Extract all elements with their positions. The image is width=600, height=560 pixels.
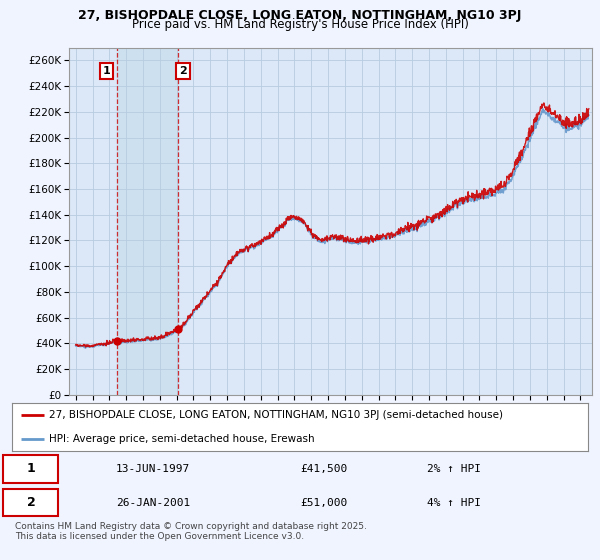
Text: 27, BISHOPDALE CLOSE, LONG EATON, NOTTINGHAM, NG10 3PJ (semi-detached house): 27, BISHOPDALE CLOSE, LONG EATON, NOTTIN…	[49, 410, 503, 420]
Text: £41,500: £41,500	[300, 464, 347, 474]
Text: £51,000: £51,000	[300, 498, 347, 507]
Text: 4% ↑ HPI: 4% ↑ HPI	[427, 498, 481, 507]
Text: Price paid vs. HM Land Registry's House Price Index (HPI): Price paid vs. HM Land Registry's House …	[131, 18, 469, 31]
Text: 26-JAN-2001: 26-JAN-2001	[116, 498, 190, 507]
FancyBboxPatch shape	[4, 489, 58, 516]
Text: 1: 1	[26, 463, 35, 475]
Bar	[117, 48, 178, 395]
Text: 2% ↑ HPI: 2% ↑ HPI	[427, 464, 481, 474]
Text: 27, BISHOPDALE CLOSE, LONG EATON, NOTTINGHAM, NG10 3PJ: 27, BISHOPDALE CLOSE, LONG EATON, NOTTIN…	[79, 9, 521, 22]
Text: 13-JUN-1997: 13-JUN-1997	[116, 464, 190, 474]
Text: Contains HM Land Registry data © Crown copyright and database right 2025.
This d: Contains HM Land Registry data © Crown c…	[15, 522, 367, 542]
Text: 2: 2	[26, 496, 35, 509]
Text: HPI: Average price, semi-detached house, Erewash: HPI: Average price, semi-detached house,…	[49, 434, 315, 444]
FancyBboxPatch shape	[4, 455, 58, 483]
Text: 1: 1	[103, 66, 110, 76]
Text: 2: 2	[179, 66, 187, 76]
